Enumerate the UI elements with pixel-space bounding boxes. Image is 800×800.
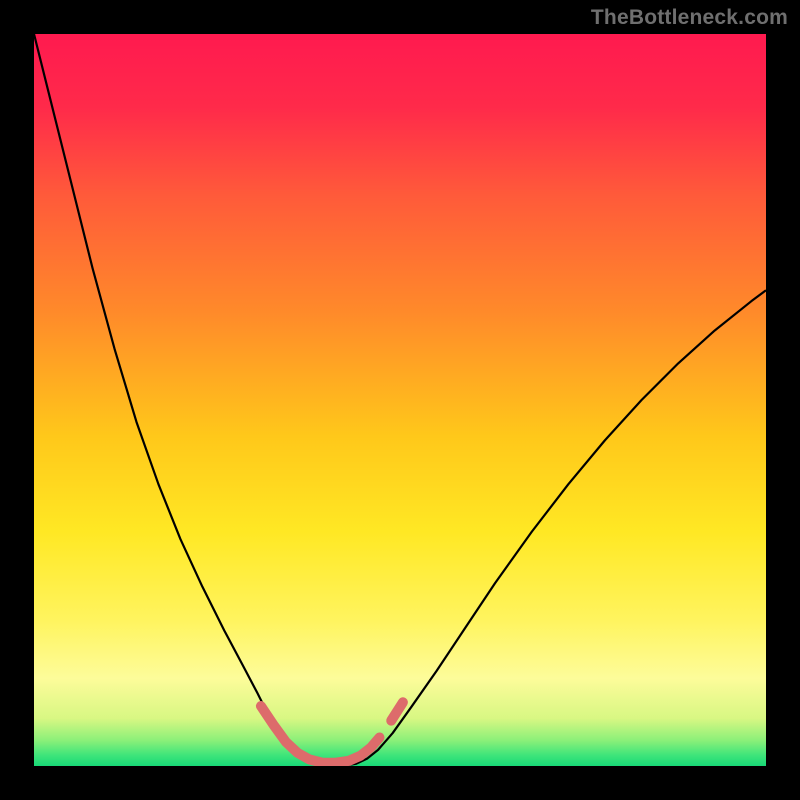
watermark-text: TheBottleneck.com [591,6,788,30]
chart-background [34,34,766,766]
outer-frame: TheBottleneck.com [0,0,800,800]
plot-area [34,34,766,766]
chart-svg [34,34,766,766]
